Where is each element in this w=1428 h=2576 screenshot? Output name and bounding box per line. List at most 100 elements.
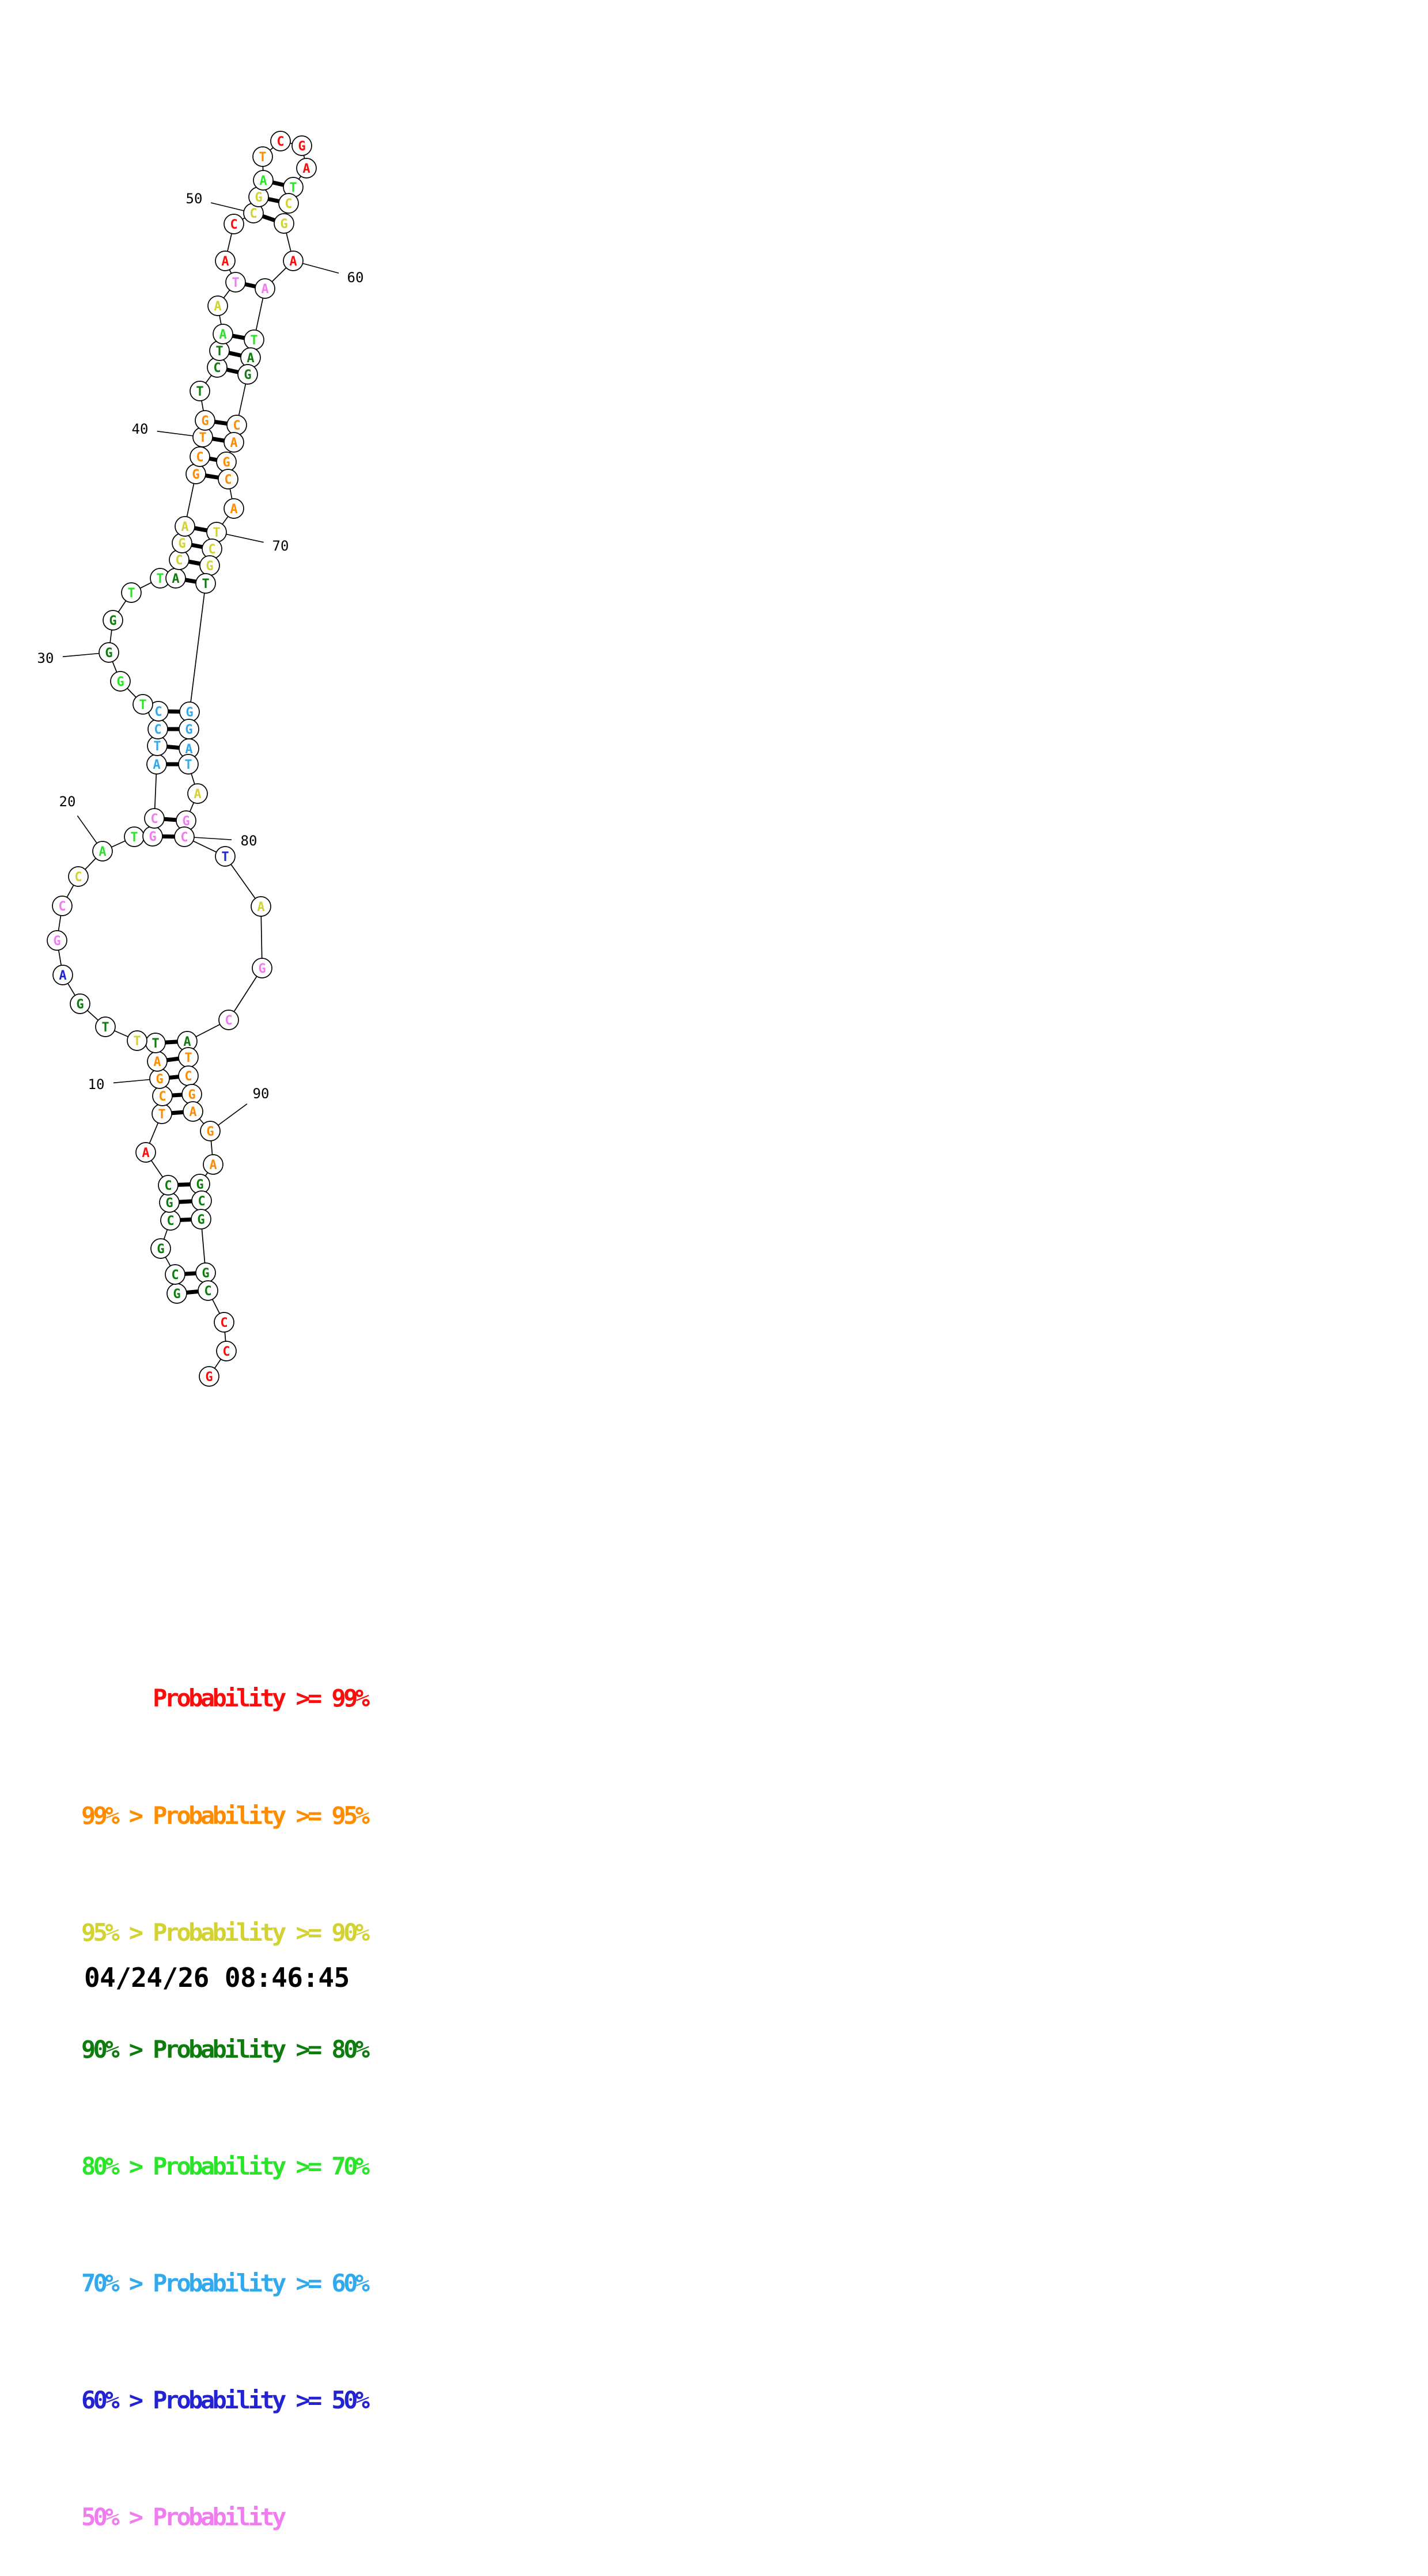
nucleotide-letter-3: G (157, 1242, 164, 1257)
residue-number-label-90: 90 (253, 1086, 270, 1102)
nucleotide-letter-2: C (171, 1268, 179, 1283)
nucleotide-letter-94: G (197, 1213, 204, 1227)
nucleotide-circle-96 (198, 1280, 218, 1301)
nucleotide-letter-1: G (173, 1287, 180, 1302)
nucleotide-letter-85: A (183, 1035, 191, 1049)
nucleotide-letter-91: A (209, 1158, 217, 1173)
nucleotide-letter-58: C (285, 197, 292, 211)
nucleotide-circle-2 (165, 1264, 185, 1285)
legend-row-60: 70% > Probability >= 60% (81, 2268, 370, 2297)
nucleotide-circle-58 (278, 193, 299, 214)
nucleotide-circle-90 (200, 1121, 221, 1141)
legend-row-80: 90% > Probability >= 80% (81, 2035, 370, 2063)
nucleotide-letter-63: A (247, 351, 254, 366)
nucleotide-circle-54 (270, 131, 291, 151)
nucleotide-letter-31: G (109, 614, 116, 628)
nucleotide-letter-28: T (139, 698, 146, 712)
nucleotide-letter-27: C (154, 705, 162, 719)
nucleotide-circle-73 (195, 573, 216, 594)
nucleotide-letter-40: T (199, 431, 206, 445)
nucleotide-circle-83 (252, 958, 272, 978)
nucleotide-letter-89: A (189, 1105, 196, 1120)
nucleotide-circle-3 (150, 1238, 171, 1259)
nucleotide-letter-95: G (202, 1266, 209, 1281)
nucleotide-circle-32 (121, 582, 142, 603)
nucleotide-letter-79: G (182, 814, 190, 829)
nucleotide-letter-4: C (166, 1214, 174, 1228)
nucleotide-circle-77 (178, 754, 199, 775)
nucleotide-letter-10: G (156, 1072, 163, 1087)
timestamp: 04/24/26 08:46:45 (84, 1962, 350, 1993)
nucleotide-letter-51: G (255, 191, 262, 205)
nucleotide-letter-18: C (58, 900, 66, 914)
nucleotide-circle-80 (174, 826, 195, 847)
nucleotide-letter-72: G (206, 559, 213, 574)
nucleotide-circle-91 (203, 1154, 224, 1175)
nucleotide-circle-14 (95, 1016, 116, 1037)
nucleotide-circle-29 (110, 671, 131, 692)
legend-row-90: 95% > Probability >= 90% (81, 1918, 370, 1947)
nucleotide-letter-60: A (289, 255, 297, 269)
nucleotide-letter-56: A (302, 162, 310, 176)
nucleotide-letter-83: G (258, 962, 266, 976)
nucleotide-letter-33: T (156, 572, 164, 586)
legend-row-70: 80% > Probability >= 70% (81, 2152, 370, 2180)
residue-number-label-80: 80 (241, 833, 257, 849)
nucleotide-letter-99: G (205, 1370, 213, 1384)
nucleotide-letter-82: A (257, 900, 264, 915)
nucleotide-letter-74: G (185, 705, 193, 720)
page: { "colors": { "p99": "#fb0d0d", "p95": "… (37, 131, 370, 2532)
nucleotide-circle-98 (216, 1341, 237, 1361)
nucleotide-circle-42 (190, 381, 210, 401)
nucleotide-letter-42: T (196, 385, 203, 399)
nucleotide-letter-69: A (230, 502, 237, 517)
nucleotide-letter-71: C (208, 542, 215, 557)
residue-number-label-70: 70 (272, 538, 289, 554)
nucleotide-letter-67: G (222, 456, 230, 470)
nucleotide-letter-68: C (224, 473, 232, 487)
nucleotide-letter-52: A (259, 174, 267, 188)
nucleotide-letter-50: C (249, 207, 257, 221)
nucleotide-letter-59: G (280, 217, 287, 232)
nucleotide-letter-23: C (150, 812, 158, 826)
nucleotide-letter-19: C (74, 870, 82, 885)
nucleotide-letter-57: T (289, 181, 297, 195)
nucleotide-letter-7: A (142, 1146, 149, 1160)
nucleotide-letter-54: C (276, 135, 284, 149)
nucleotide-letter-16: A (59, 969, 66, 983)
nucleotide-letter-22: G (149, 830, 156, 844)
nucleotide-letter-44: T (215, 344, 223, 359)
nucleotide-letter-6: C (164, 1179, 172, 1193)
nucleotide-letter-55: G (298, 139, 305, 154)
backbone-segment (189, 583, 206, 712)
nucleotide-letter-20: A (99, 845, 106, 859)
legend-row-99: Probability >= 99% (81, 1684, 370, 1713)
nucleotide-circle-17 (47, 930, 67, 951)
nucleotide-letter-62: T (250, 333, 257, 348)
nucleotide-circle-82 (251, 896, 271, 917)
nucleotide-letter-32: T (127, 586, 135, 601)
residue-number-label-50: 50 (186, 191, 203, 207)
nucleotide-letter-26: C (154, 723, 161, 737)
nucleotide-letter-88: G (188, 1088, 195, 1102)
nucleotide-circle-61 (255, 278, 275, 299)
nucleotide-circle-49 (224, 214, 244, 234)
nucleotide-circle-94 (191, 1209, 211, 1230)
nucleotide-letter-76: A (185, 742, 192, 757)
nucleotide-circle-16 (52, 965, 73, 985)
nucleotide-letter-37: A (181, 520, 188, 534)
nucleotide-letter-97: C (220, 1316, 228, 1330)
nucleotide-circle-59 (274, 213, 294, 234)
nucleotide-letter-13: T (133, 1034, 141, 1049)
nucleotide-circle-6 (158, 1175, 179, 1196)
nucleotide-circle-55 (291, 135, 312, 156)
nucleotide-circle-64 (237, 364, 258, 385)
nucleotide-letter-36: G (178, 537, 185, 551)
nucleotide-letter-46: A (214, 299, 221, 314)
nucleotide-letter-21: T (130, 830, 138, 845)
nucleotide-letter-45: A (219, 328, 226, 342)
nucleotide-letter-87: C (184, 1069, 192, 1084)
nucleotide-circle-37 (175, 516, 195, 537)
nucleotide-circle-68 (218, 469, 238, 490)
